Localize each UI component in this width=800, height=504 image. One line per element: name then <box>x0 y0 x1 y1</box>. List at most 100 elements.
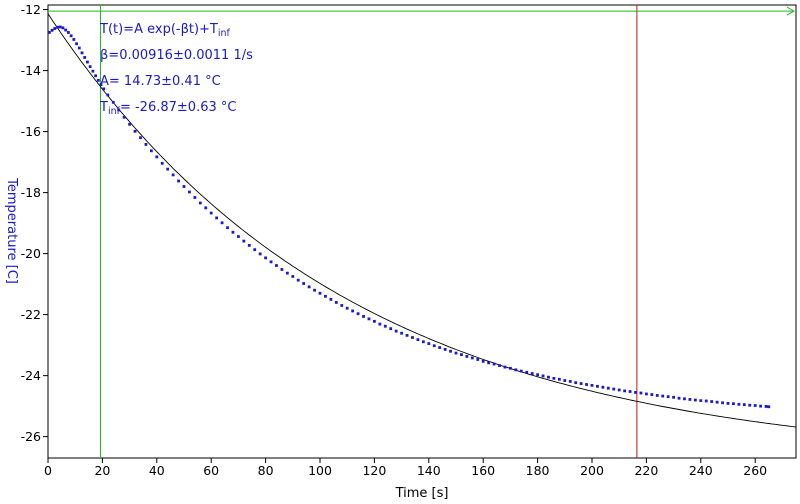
x-tick-label: 120 <box>362 463 386 478</box>
data-point <box>155 155 159 159</box>
data-point <box>50 28 54 32</box>
data-point <box>710 400 714 403</box>
x-tick-label: 0 <box>44 463 52 478</box>
data-point <box>77 46 81 50</box>
data-point <box>683 397 686 401</box>
data-point <box>514 368 518 372</box>
y-tick-label: -22 <box>21 307 41 322</box>
data-point <box>88 65 92 69</box>
data-point <box>530 372 534 375</box>
data-point <box>139 136 142 140</box>
data-point <box>209 211 213 215</box>
fit-curve-layer <box>47 13 797 428</box>
data-point <box>182 185 186 188</box>
data-point <box>557 377 561 381</box>
data-point <box>547 375 550 379</box>
x-tick-label: 180 <box>526 463 550 478</box>
data-point <box>133 129 137 133</box>
plot-frame <box>47 4 797 459</box>
y-axis-title: Temperature [C] <box>4 177 19 284</box>
data-points <box>47 25 771 409</box>
data-point <box>449 349 452 353</box>
data-point <box>617 388 621 392</box>
data-point <box>563 379 567 382</box>
y-tick-label: -18 <box>21 185 41 200</box>
data-point <box>661 394 665 398</box>
data-point <box>117 108 121 112</box>
x-tick-label: 100 <box>308 463 332 478</box>
data-point <box>421 340 425 344</box>
data-point <box>53 27 57 30</box>
data-point <box>742 403 746 407</box>
y-tick-label: -24 <box>21 368 41 383</box>
data-point <box>307 285 311 289</box>
data-point <box>177 179 180 183</box>
data-point <box>280 268 284 271</box>
data-point <box>99 83 103 87</box>
data-point <box>704 399 708 403</box>
data-point <box>416 338 420 342</box>
x-tick-label: 140 <box>417 463 441 478</box>
data-point <box>454 351 458 355</box>
data-point <box>356 312 360 316</box>
data-point <box>503 365 507 369</box>
x-tick-label: 60 <box>203 463 219 478</box>
data-point <box>367 317 371 321</box>
data-point <box>128 122 131 126</box>
data-point <box>334 301 338 304</box>
data-point <box>748 403 752 407</box>
x-tick-label: 80 <box>258 463 274 478</box>
data-point <box>231 230 235 234</box>
y-tick-label: -20 <box>21 246 41 261</box>
data-point <box>69 34 73 38</box>
fit-t-inf: Tinf= -26.87±0.63 °C <box>99 100 236 117</box>
y-tick-label: -14 <box>21 63 41 78</box>
data-point <box>519 369 523 373</box>
data-point <box>329 297 333 301</box>
data-point <box>166 167 170 171</box>
data-point <box>688 398 692 401</box>
fit-equation: T(t)=A exp(-βt)+Tinf <box>99 22 231 39</box>
data-point <box>215 216 219 220</box>
data-point <box>72 38 76 41</box>
data-point <box>574 381 578 385</box>
data-point <box>645 392 648 396</box>
data-point <box>378 322 382 326</box>
data-point <box>96 78 100 82</box>
x-axis: 0 20 40 60 80 100 120 140 160 180 200 220 240 260 <box>44 458 767 478</box>
data-point <box>721 401 724 405</box>
data-point <box>726 401 730 405</box>
data-point <box>122 115 126 119</box>
x-tick-label: 20 <box>94 463 110 478</box>
data-point <box>47 31 51 34</box>
data-point <box>302 282 306 285</box>
data-point <box>639 391 643 395</box>
data-point <box>432 344 436 348</box>
y-tick-label: -12 <box>21 2 41 17</box>
data-point <box>628 390 632 393</box>
cursor-arrow-head <box>786 6 796 16</box>
data-point <box>693 398 697 402</box>
data-point <box>552 376 556 380</box>
x-tick-label: 240 <box>689 463 713 478</box>
data-point <box>58 25 62 29</box>
data-point <box>242 239 246 243</box>
data-point <box>204 206 208 210</box>
data-point <box>677 396 681 400</box>
data-point <box>672 395 675 399</box>
data-point <box>313 288 316 292</box>
data-point <box>753 404 757 407</box>
data-point <box>498 364 501 367</box>
data-point <box>264 256 267 260</box>
data-point <box>623 389 627 393</box>
data-point <box>666 395 670 399</box>
data-point <box>149 149 153 153</box>
data-point <box>83 56 87 59</box>
x-tick-label: 200 <box>580 463 604 478</box>
data-point <box>650 393 654 396</box>
data-point <box>193 196 197 199</box>
data-point <box>198 201 202 205</box>
x-tick-label: 40 <box>149 463 165 478</box>
data-point <box>590 383 594 387</box>
data-point <box>258 252 262 256</box>
